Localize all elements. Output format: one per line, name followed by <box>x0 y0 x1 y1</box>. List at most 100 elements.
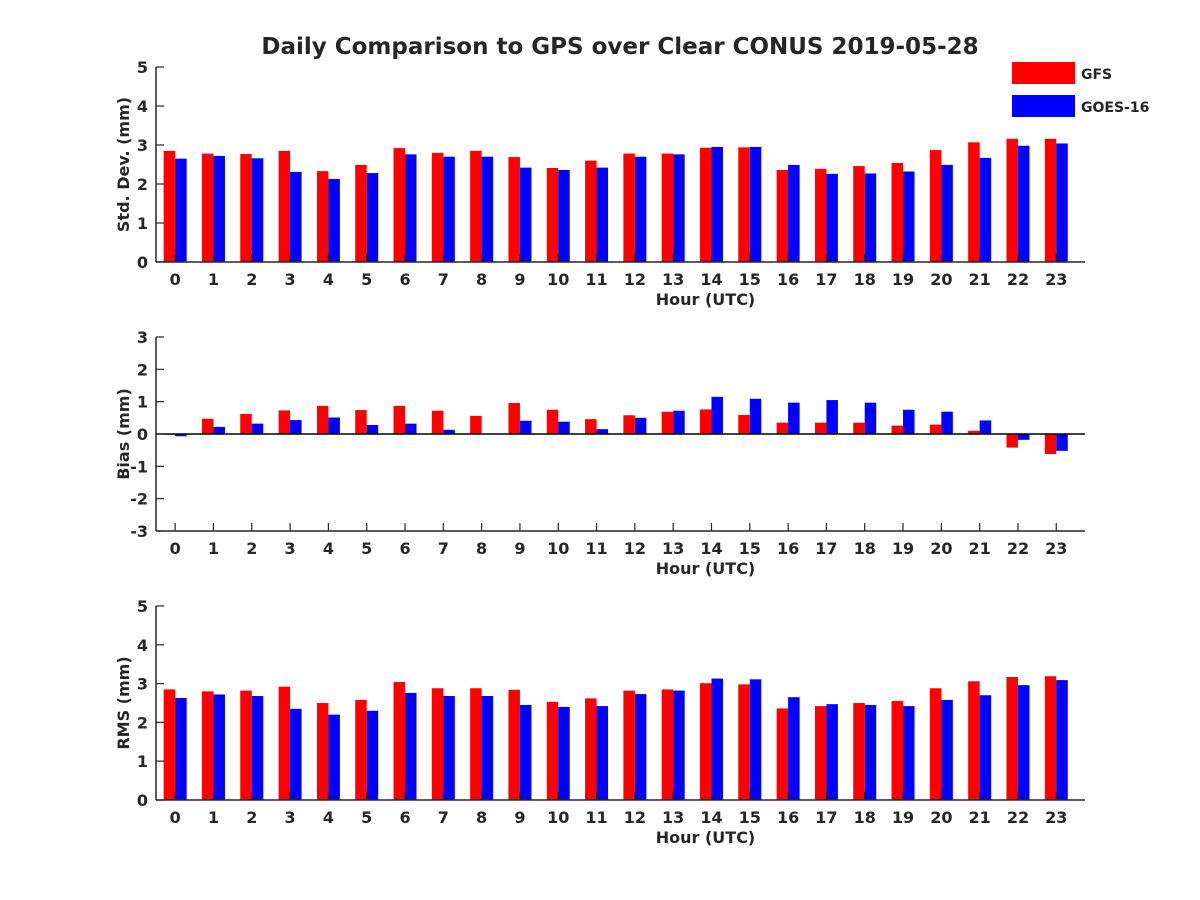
legend-swatch-gfs <box>1012 62 1075 84</box>
bias-bar-gfs-11 <box>585 419 597 434</box>
bias-bar-goes-16-22 <box>1017 434 1030 440</box>
stddev-xtick-label: 18 <box>854 270 876 289</box>
rms-bar-gfs-14 <box>699 683 712 800</box>
bias-bar-goes-16-9 <box>519 420 532 434</box>
rms-bar-gfs-22 <box>1006 677 1018 800</box>
stddev-xtick-label: 0 <box>170 270 181 289</box>
legend-label-goes-16: GOES-16 <box>1081 100 1149 116</box>
rms-xtick-label: 9 <box>514 808 525 827</box>
bias-ytick-label: -3 <box>130 522 148 541</box>
rms-ytick-label: 3 <box>137 675 148 694</box>
rms-bar-gfs-19 <box>891 701 904 800</box>
bias-bar-goes-16-15 <box>749 398 762 434</box>
bias-bar-gfs-7 <box>431 410 444 434</box>
rms-bar-gfs-15 <box>738 684 750 800</box>
bias-xtick-label: 4 <box>323 539 334 558</box>
rms-xtick-label: 6 <box>399 808 410 827</box>
stddev-bar-goes-16-0 <box>175 158 187 262</box>
stddev-bar-goes-16-5 <box>366 173 379 262</box>
stddev-bar-gfs-12 <box>623 153 635 262</box>
rms-xtick-label: 3 <box>285 808 296 827</box>
bias-bar-goes-16-21 <box>979 420 992 434</box>
rms-bar-gfs-8 <box>470 688 482 800</box>
stddev-xtick-label: 8 <box>476 270 487 289</box>
bias-bar-gfs-18 <box>853 422 865 434</box>
rms-xtick-label: 0 <box>170 808 181 827</box>
rms-bar-gfs-18 <box>853 703 865 800</box>
rms-ytick-label: 0 <box>137 791 148 810</box>
stddev-bar-goes-16-21 <box>979 157 992 262</box>
rms-xtick-label: 11 <box>585 808 607 827</box>
bias-bar-gfs-15 <box>738 414 750 434</box>
rms-xtick-label: 22 <box>1007 808 1029 827</box>
stddev-bar-goes-16-1 <box>213 155 225 262</box>
stddev-bar-goes-16-8 <box>481 156 494 262</box>
stddev-bar-goes-16-4 <box>328 178 340 262</box>
rms-ytick-label: 4 <box>137 636 148 655</box>
stddev-bar-gfs-22 <box>1006 138 1018 262</box>
rms-ytick-label: 1 <box>137 752 148 771</box>
bias-bar-goes-16-16 <box>788 402 800 434</box>
rms-bar-gfs-7 <box>431 688 444 800</box>
stddev-bar-gfs-18 <box>853 166 865 262</box>
stddev-ytick-label: 3 <box>137 136 148 155</box>
rms-bar-gfs-1 <box>201 691 214 800</box>
rms-bar-goes-16-16 <box>788 697 800 800</box>
bias-bar-goes-16-0 <box>175 434 187 437</box>
rms-bar-goes-16-11 <box>596 706 609 800</box>
stddev-xtick-label: 4 <box>323 270 334 289</box>
bias-bar-gfs-19 <box>891 425 904 434</box>
stddev-bar-gfs-8 <box>470 150 482 262</box>
bias-xtick-label: 19 <box>892 539 914 558</box>
bias-bar-gfs-13 <box>661 411 674 434</box>
bias-bar-goes-16-19 <box>903 409 915 434</box>
rms-bar-goes-16-20 <box>941 699 953 800</box>
stddev-bar-gfs-3 <box>278 150 291 262</box>
bias-xtick-label: 7 <box>438 539 449 558</box>
bias-bar-goes-16-7 <box>443 429 455 434</box>
bias-xtick-label: 6 <box>399 539 410 558</box>
stddev-bar-gfs-21 <box>968 142 980 262</box>
bias-bar-gfs-10 <box>546 409 559 434</box>
stddev-bar-goes-16-9 <box>519 167 532 262</box>
bias-ytick-label: 2 <box>137 360 148 379</box>
bias-xtick-label: 13 <box>662 539 684 558</box>
bias-xtick-label: 18 <box>854 539 876 558</box>
bias-ylabel: Bias (mm) <box>114 388 133 480</box>
stddev-bar-gfs-20 <box>929 150 942 262</box>
stddev-xtick-label: 3 <box>285 270 296 289</box>
rms-bar-goes-16-15 <box>749 679 762 800</box>
rms-bar-goes-16-10 <box>558 706 570 800</box>
rms-bar-goes-16-21 <box>979 695 992 800</box>
rms-bar-goes-16-23 <box>1056 680 1068 800</box>
bias-xtick-label: 22 <box>1007 539 1029 558</box>
stddev-ytick-label: 5 <box>137 58 148 77</box>
bias-bar-goes-16-18 <box>864 402 877 434</box>
rms-bar-goes-16-22 <box>1017 685 1030 800</box>
bias-xtick-label: 1 <box>208 539 219 558</box>
stddev-bar-goes-16-6 <box>405 154 417 262</box>
rms-bar-gfs-0 <box>163 689 176 800</box>
rms-bar-gfs-16 <box>776 708 789 800</box>
stddev-bar-goes-16-15 <box>749 146 762 262</box>
rms-bar-goes-16-19 <box>903 706 915 800</box>
bias-bar-goes-16-5 <box>366 424 379 434</box>
bias-xtick-label: 17 <box>815 539 837 558</box>
bias-ytick-label: 0 <box>137 425 148 444</box>
figure-title: Daily Comparison to GPS over Clear CONUS… <box>261 34 978 60</box>
stddev-bar-gfs-6 <box>393 148 406 262</box>
rms-ytick-label: 2 <box>137 713 148 732</box>
rms-bar-goes-16-14 <box>711 678 723 800</box>
bias-ytick-label: -1 <box>130 457 148 476</box>
rms-ylabel: RMS (mm) <box>114 656 133 749</box>
stddev-xtick-label: 11 <box>585 270 607 289</box>
rms-xtick-label: 19 <box>892 808 914 827</box>
rms-bar-gfs-12 <box>623 690 635 800</box>
rms-xtick-label: 13 <box>662 808 684 827</box>
stddev-ytick-label: 2 <box>137 175 148 194</box>
rms-xtick-label: 1 <box>208 808 219 827</box>
bias-bar-gfs-6 <box>393 405 406 434</box>
rms-bar-gfs-3 <box>278 686 291 800</box>
bias-bar-gfs-17 <box>814 422 827 434</box>
